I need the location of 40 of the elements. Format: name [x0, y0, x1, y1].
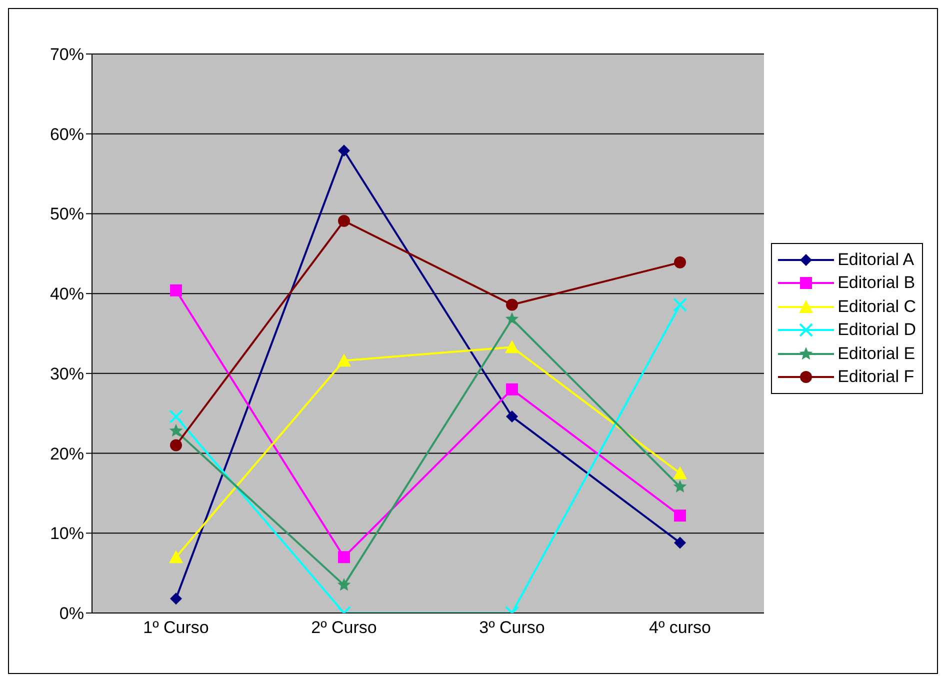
point: [337, 578, 351, 591]
point: [170, 592, 182, 605]
point: [674, 510, 686, 522]
point: [170, 439, 182, 452]
point: [505, 340, 519, 354]
legend-label: Editorial D: [838, 320, 916, 340]
legend-label: Editorial F: [838, 367, 914, 388]
point: [673, 480, 687, 492]
point: [170, 284, 182, 296]
y-tick-label: 0%: [59, 604, 84, 624]
point: [169, 550, 183, 564]
y-tick-label: 50%: [50, 204, 84, 224]
legend-label: Editorial E: [838, 344, 916, 364]
point: [506, 383, 518, 396]
x-tick-label: 4º curso: [649, 618, 711, 638]
x-tick-label: 2º Curso: [311, 618, 377, 638]
point: [169, 424, 183, 437]
point: [338, 551, 350, 564]
point: [338, 214, 350, 227]
point: [673, 298, 687, 312]
legend-label: Editorial C: [838, 296, 916, 317]
point: [505, 312, 519, 325]
point: [674, 256, 686, 268]
point: [673, 466, 687, 480]
x-tick-label: 3º Curso: [479, 618, 545, 638]
y-tick-label: 10%: [50, 524, 84, 544]
x-tick-label: 1º Curso: [143, 618, 209, 638]
point: [169, 410, 183, 424]
y-tick-label: 40%: [50, 284, 84, 304]
legend-label: Editorial B: [838, 273, 916, 294]
y-tick-label: 60%: [50, 124, 84, 144]
point: [337, 354, 351, 367]
point: [338, 144, 350, 157]
point: [674, 536, 686, 549]
y-tick-label: 20%: [50, 444, 84, 464]
y-tick-label: 30%: [50, 364, 84, 384]
point: [506, 410, 518, 423]
point: [506, 298, 518, 311]
y-tick-label: 70%: [50, 45, 84, 64]
legend-label: Editorial A: [838, 250, 914, 270]
